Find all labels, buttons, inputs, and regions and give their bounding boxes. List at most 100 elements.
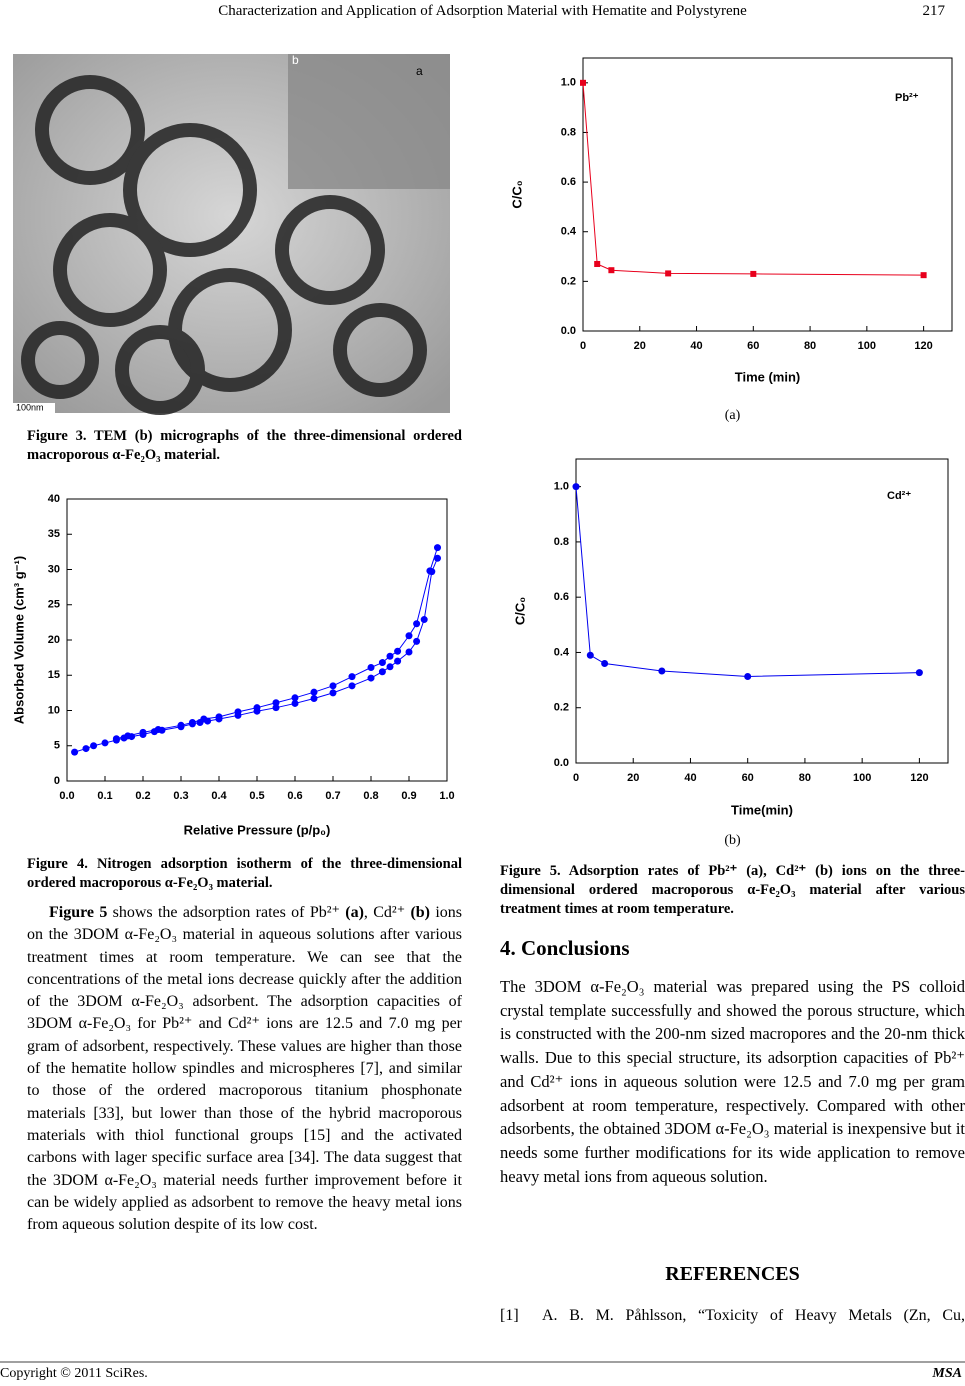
marker bbox=[71, 748, 79, 756]
y-tick-label: 35 bbox=[48, 528, 60, 540]
marker bbox=[348, 673, 356, 681]
marker bbox=[426, 567, 434, 575]
body-paragraph: Figure 5 shows the adsorption rates of P… bbox=[27, 902, 462, 1236]
x-tick-label: 100 bbox=[853, 772, 871, 784]
y-tick-label: 0.6 bbox=[561, 176, 576, 188]
figure-caption: Figure 5. Adsorption rates of Pb²⁺ (a), … bbox=[500, 863, 965, 917]
y-tick-label: 0.8 bbox=[561, 126, 576, 138]
conclusion-paragraph: The 3DOM α-Fe₂O₃ material was prepared u… bbox=[500, 977, 965, 1186]
marker bbox=[572, 483, 580, 491]
marker bbox=[386, 663, 394, 671]
marker bbox=[215, 713, 223, 721]
x-tick-label: 0.3 bbox=[173, 790, 188, 802]
marker bbox=[329, 682, 337, 690]
panel-caption: (b) bbox=[724, 833, 741, 848]
marker bbox=[310, 695, 318, 703]
plot-frame bbox=[582, 57, 953, 332]
x-tick-label: 20 bbox=[634, 340, 646, 352]
x-tick-label: 0.6 bbox=[287, 790, 302, 802]
journal: MSA bbox=[932, 1366, 962, 1381]
marker bbox=[139, 728, 147, 736]
x-tick-label: 0.0 bbox=[59, 790, 74, 802]
marker bbox=[200, 715, 208, 723]
y-tick-label: 1.0 bbox=[554, 481, 569, 493]
marker bbox=[744, 672, 752, 680]
marker bbox=[253, 704, 261, 712]
marker bbox=[310, 688, 318, 696]
marker bbox=[234, 708, 242, 716]
y-tick-label: 0.0 bbox=[561, 325, 576, 337]
marker bbox=[348, 682, 356, 690]
x-tick-label: 0.2 bbox=[135, 790, 150, 802]
x-tick-label: 120 bbox=[914, 340, 932, 352]
copyright: Copyright © 2011 SciRes. bbox=[0, 1366, 148, 1381]
marker bbox=[750, 270, 757, 277]
scale-label: 100nm bbox=[16, 402, 44, 412]
y-axis-label: C/C₀ bbox=[512, 597, 527, 625]
x-tick-label: 0.9 bbox=[401, 790, 416, 802]
y-tick-label: 0 bbox=[54, 775, 60, 787]
marker bbox=[434, 544, 441, 552]
bold-run: Figure 5 bbox=[49, 904, 108, 921]
marker bbox=[272, 699, 280, 707]
panel-caption: (a) bbox=[724, 408, 741, 423]
x-tick-label: 80 bbox=[804, 340, 816, 352]
marker bbox=[420, 616, 428, 624]
x-tick-label: 0.8 bbox=[363, 790, 378, 802]
references-heading: REFERENCES bbox=[665, 1263, 800, 1285]
y-tick-label: 0.4 bbox=[554, 646, 570, 658]
x-tick-label: 80 bbox=[799, 772, 811, 784]
marker bbox=[915, 669, 923, 677]
marker bbox=[413, 637, 421, 645]
y-tick-label: 0.2 bbox=[554, 702, 569, 714]
marker bbox=[658, 667, 666, 675]
running-title: Characterization and Application of Adso… bbox=[218, 3, 747, 19]
marker bbox=[601, 660, 609, 668]
y-tick-label: 0.2 bbox=[561, 275, 576, 287]
marker bbox=[394, 647, 402, 655]
marker bbox=[413, 620, 421, 628]
y-tick-label: 20 bbox=[48, 634, 60, 646]
marker bbox=[367, 674, 375, 682]
marker bbox=[272, 704, 280, 712]
y-tick-label: 0.4 bbox=[561, 226, 577, 238]
x-tick-label: 20 bbox=[627, 772, 639, 784]
reference-text: A. B. M. Påhlsson, “Toxicity of Heavy Me… bbox=[542, 1307, 965, 1324]
annotation: Cd²⁺ bbox=[887, 490, 911, 502]
y-tick-label: 30 bbox=[48, 563, 60, 575]
marker bbox=[378, 659, 386, 667]
y-tick-label: 0.6 bbox=[554, 591, 569, 603]
marker bbox=[90, 742, 98, 750]
x-tick-label: 0.5 bbox=[249, 790, 264, 802]
marker bbox=[291, 694, 299, 702]
figure-caption: Figure 3. TEM (b) micrographs of the thr… bbox=[27, 428, 462, 463]
marker bbox=[367, 663, 375, 671]
panel-label: a bbox=[416, 64, 423, 78]
x-tick-label: 0.4 bbox=[211, 790, 227, 802]
page-number: 217 bbox=[922, 3, 946, 19]
marker bbox=[124, 732, 132, 740]
x-tick-label: 120 bbox=[910, 772, 928, 784]
plot-frame bbox=[575, 458, 949, 764]
y-axis-label: Absorbed Volume (cm³ g⁻¹) bbox=[11, 556, 26, 724]
marker bbox=[329, 689, 337, 697]
tem-image bbox=[13, 54, 450, 415]
x-tick-label: 0 bbox=[580, 340, 586, 352]
series-line bbox=[575, 486, 920, 677]
bold-run: (a) bbox=[345, 904, 364, 921]
x-axis-label: Relative Pressure (p/p₀) bbox=[184, 822, 331, 837]
y-tick-label: 1.0 bbox=[561, 77, 576, 89]
marker bbox=[586, 651, 594, 659]
marker bbox=[405, 632, 413, 640]
series-line bbox=[74, 558, 438, 753]
marker bbox=[188, 718, 196, 726]
y-tick-label: 0.8 bbox=[554, 536, 569, 548]
marker bbox=[177, 721, 185, 729]
x-tick-label: 40 bbox=[684, 772, 696, 784]
marker bbox=[112, 735, 120, 743]
figure-caption: Figure 4. Nitrogen adsorption isotherm o… bbox=[27, 856, 462, 891]
marker bbox=[434, 554, 441, 562]
marker bbox=[394, 657, 402, 665]
